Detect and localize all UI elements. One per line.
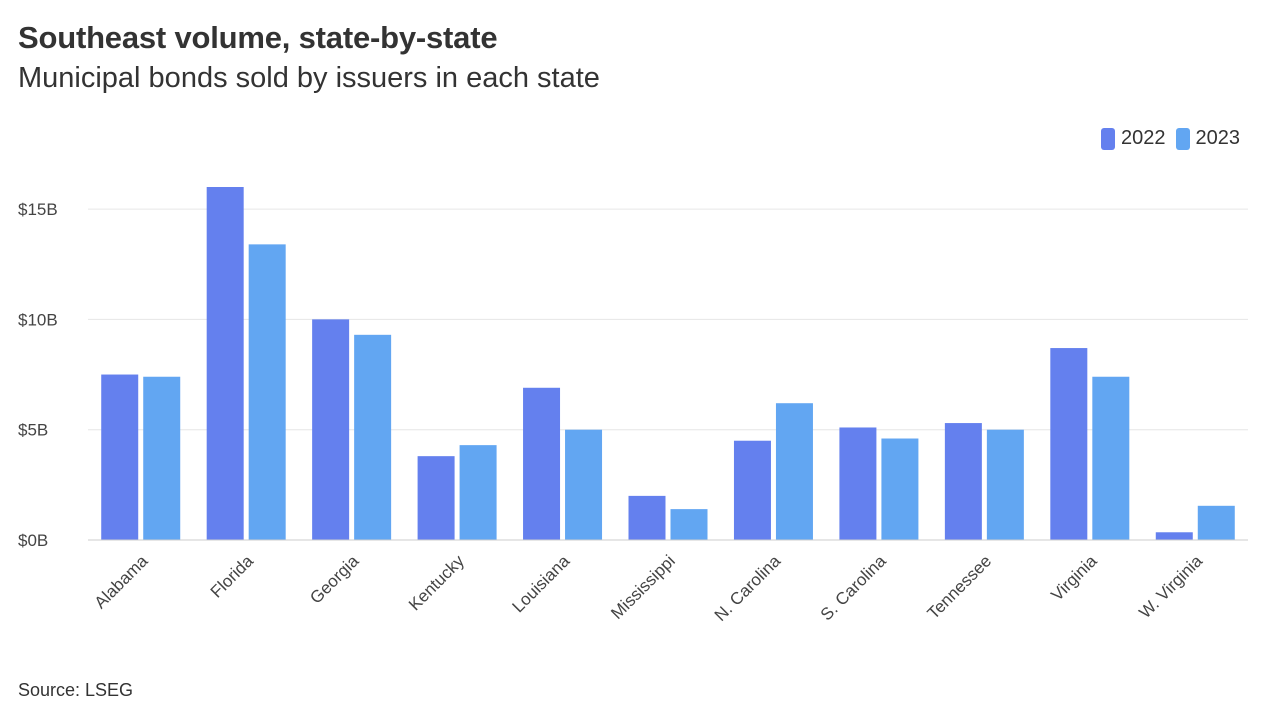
chart-subtitle: Municipal bonds sold by issuers in each … [18, 62, 600, 94]
bar-2022 [1155, 532, 1193, 540]
bar-2022 [523, 387, 561, 540]
bar-2022 [206, 187, 244, 540]
legend-item-2023: 2023 [1175, 127, 1241, 150]
bar-2023 [1197, 505, 1235, 540]
bar-2023 [143, 376, 181, 540]
bar-2022 [101, 374, 139, 540]
x-tick-label: W. Virginia [1135, 551, 1206, 622]
x-tick-label: S. Carolina [817, 551, 890, 624]
legend-label-2022: 2022 [1121, 127, 1166, 149]
bar-2023 [354, 334, 392, 540]
bar-2022 [628, 495, 666, 540]
bar-2023 [248, 244, 286, 541]
legend-swatch-2022 [1101, 127, 1115, 150]
y-tick-label: $15B [18, 200, 58, 219]
bar-2022 [839, 427, 877, 540]
bar-2022 [1050, 348, 1088, 540]
bar-2023 [459, 445, 497, 540]
y-tick-label: $10B [18, 310, 58, 329]
x-tick-label: Mississippi [607, 551, 679, 623]
bar-2023 [565, 429, 603, 540]
legend-label-2023: 2023 [1195, 127, 1241, 149]
x-tick-label: N. Carolina [711, 551, 785, 625]
bar-2023 [986, 429, 1024, 540]
x-tick-label: Georgia [306, 551, 363, 608]
bar-2022 [312, 319, 350, 540]
y-tick-label: $0B [18, 531, 48, 550]
bar-2022 [417, 456, 455, 540]
source-note: Source: LSEG [18, 680, 134, 700]
bar-2022 [944, 423, 982, 540]
y-tick-label: $5B [18, 421, 48, 440]
legend-swatch-2023 [1175, 127, 1190, 150]
x-tick-label: Tennessee [924, 551, 996, 623]
legend: 2022 2023 [1101, 127, 1240, 150]
bar-2023 [775, 403, 813, 540]
x-tick-label: Virginia [1047, 551, 1101, 605]
bar-2023 [670, 509, 708, 540]
bar-2022 [733, 440, 771, 540]
bar-2023 [881, 438, 919, 540]
x-tick-label: Louisiana [508, 551, 573, 616]
legend-item-2022: 2022 [1101, 127, 1166, 150]
x-tick-label: Florida [207, 551, 258, 602]
x-tick-label: Alabama [91, 551, 152, 612]
x-tick-label: Kentucky [405, 551, 468, 614]
chart-title: Southeast volume, state-by-state [18, 20, 498, 55]
bar-2023 [1092, 376, 1130, 540]
